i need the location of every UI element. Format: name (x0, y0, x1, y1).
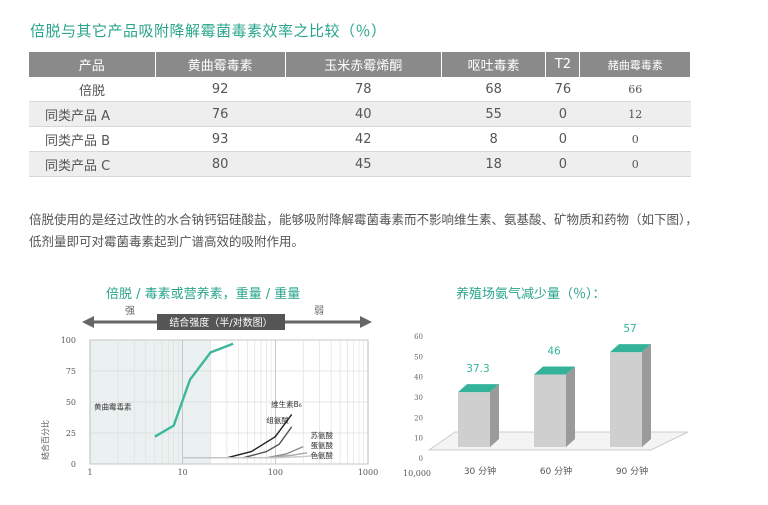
page-title: 倍脱与其它产品吸附降解霉菌毒素效率之比较（％） (30, 22, 387, 40)
binding-chart-title: 倍脱 / 毒素或营养素，重量 / 重量 (106, 287, 301, 302)
table-cell: 同类产品 C (29, 151, 155, 177)
x-tick-label: 1 (87, 468, 92, 477)
bar-top (534, 366, 575, 375)
series-label: 维生素B₆ (271, 399, 302, 409)
table-cell: 42 (285, 126, 442, 152)
series-line-1 (226, 413, 293, 459)
table-cell: 12 (579, 101, 691, 127)
table-cell: 76 (155, 101, 286, 127)
bar-y-tick-labels: 0 10 20 30 40 50 60 (414, 333, 423, 463)
bar-category-label: 90 分钟 (616, 465, 648, 477)
bar-y-tick-label: 50 (414, 353, 423, 361)
y-tick-label: 50 (66, 398, 76, 407)
scale-label-strong: 强 (125, 305, 135, 317)
comparison-table: 产品 黄曲霉毒素 玉米赤霉烯酮 呕吐毒素 T2 赭曲霉毒素 倍脱 92 78 6… (29, 52, 691, 177)
bar-front (610, 352, 642, 447)
table-cell: 0 (579, 126, 691, 152)
series-label: 黄曲霉毒素 (94, 401, 132, 411)
scale-caption-box (157, 314, 285, 330)
series-label: 苏氨酸 (311, 430, 334, 440)
scale-label-weak: 弱 (314, 305, 324, 317)
series-line-0 (154, 342, 234, 438)
table-cell: 0 (579, 151, 691, 177)
table-cell: 92 (155, 77, 286, 102)
bar-front (458, 392, 490, 447)
series-label: 蛋氨酸 (311, 440, 334, 450)
table-row: 同类产品 B 93 42 8 0 0 (29, 126, 691, 152)
table-cell: 0 (545, 101, 580, 127)
table-row: 倍脱 92 78 68 76 66 (29, 77, 691, 102)
y-tick-label: 0 (71, 460, 76, 469)
table-row: 同类产品 C 80 45 18 0 0 (29, 151, 691, 177)
table-cell: 8 (441, 126, 546, 152)
x-tick-label: 100 (268, 468, 283, 477)
x-tick-labels: 1 10 100 1000 (87, 468, 378, 477)
bar-category-label: 30 分钟 (464, 465, 496, 477)
bar-value-label: 57 (623, 323, 636, 335)
bar-category-label: 60 分钟 (540, 465, 572, 477)
bars-group (458, 344, 651, 447)
table-row: 同类产品 A 76 40 55 0 12 (29, 101, 691, 127)
bar-y-tick-label: 10 (414, 435, 423, 443)
header-zearalenone: 玉米赤霉烯酮 (285, 52, 442, 77)
table-header-row: 产品 黄曲霉毒素 玉米赤霉烯酮 呕吐毒素 T2 赭曲霉毒素 (29, 52, 691, 77)
series-group (154, 342, 320, 459)
series-line-2 (243, 426, 293, 459)
header-don: 呕吐毒素 (441, 52, 547, 77)
bar-y-tick-label: 40 (414, 374, 423, 382)
bar-y-tick-label: 0 (419, 455, 423, 463)
x-tick-label: 1000 (358, 468, 378, 477)
table-cell: 0 (545, 126, 580, 152)
series-line-5 (182, 454, 320, 459)
series-label: 组氨酸 (266, 415, 289, 425)
table-cell: 55 (441, 101, 546, 127)
table-cell: 80 (155, 151, 286, 177)
y-tick-label: 100 (61, 336, 76, 345)
binding-line-chart: 强 弱 结合强度（半/对数图） 1 10 100 1000 0 25 50 75 100 黄曲… (40, 305, 378, 477)
y-tick-label: 75 (66, 367, 76, 376)
table-cell: 40 (285, 101, 442, 127)
header-t2: T2 (545, 52, 581, 77)
table-cell: 同类产品 A (29, 101, 155, 127)
table-cell: 18 (441, 151, 546, 177)
header-ochratoxin: 赭曲霉毒素 (579, 52, 691, 77)
scale-caption: 结合强度（半/对数图） (169, 316, 272, 329)
bar-y-tick-label: 20 (414, 414, 423, 422)
description-paragraph: 倍脱使用的是经过改性的水合钠钙铝硅酸盐，能够吸附降解霉菌毒素而不影响维生素、氨基… (29, 212, 698, 249)
bar-side (490, 384, 499, 447)
table-cell: 同类产品 B (29, 126, 155, 152)
table-cell: 93 (155, 126, 286, 152)
bar-y-tick-label: 30 (414, 394, 423, 402)
bar-value-label: 46 (547, 345, 561, 357)
table-cell: 倍脱 (29, 77, 155, 102)
bar-side (566, 366, 575, 447)
bar-value-label: 37.3 (466, 363, 489, 375)
table-cell: 68 (441, 77, 546, 102)
bar-value-labels: 37.3 46 57 (466, 323, 636, 375)
table-cell: 45 (285, 151, 442, 177)
series-label: 色氨酸 (311, 450, 334, 460)
table-cell: 78 (285, 77, 442, 102)
table-cell: 76 (545, 77, 580, 102)
bar-top (458, 384, 499, 393)
header-aflatoxin: 黄曲霉毒素 (155, 52, 286, 77)
bar-side (642, 344, 651, 447)
bar-x-extra-label: 10,000 (403, 469, 431, 478)
bar-top (610, 344, 651, 353)
ammonia-chart-title: 养殖场氨气减少量（％）： (456, 287, 606, 302)
bar-category-labels: 30 分钟 60 分钟 90 分钟 (464, 465, 648, 477)
bar-front (534, 374, 566, 447)
table-cell: 66 (579, 77, 691, 102)
x-tick-label: 10 (178, 468, 188, 477)
bar-y-tick-label: 60 (414, 333, 423, 341)
y-tick-label: 25 (66, 429, 76, 438)
ammonia-bar-chart: 0 10 20 30 40 50 60 37.3 46 57 30 分钟 60 分钟 90 分钟 1… (403, 323, 689, 478)
table-cell: 0 (545, 151, 580, 177)
grid-lines (90, 339, 368, 465)
header-product: 产品 (29, 52, 156, 77)
y-axis-label: 结合百分比 (40, 420, 50, 460)
y-tick-labels: 0 25 50 75 100 (61, 336, 76, 469)
